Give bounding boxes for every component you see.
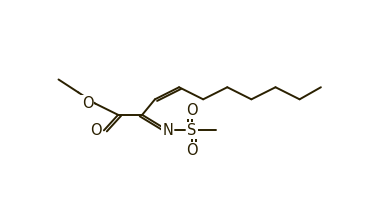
Text: O: O	[82, 96, 93, 111]
Text: S: S	[187, 123, 197, 138]
Text: N: N	[162, 123, 173, 138]
Text: O: O	[186, 143, 198, 158]
Text: O: O	[186, 103, 198, 118]
Text: O: O	[90, 123, 102, 138]
